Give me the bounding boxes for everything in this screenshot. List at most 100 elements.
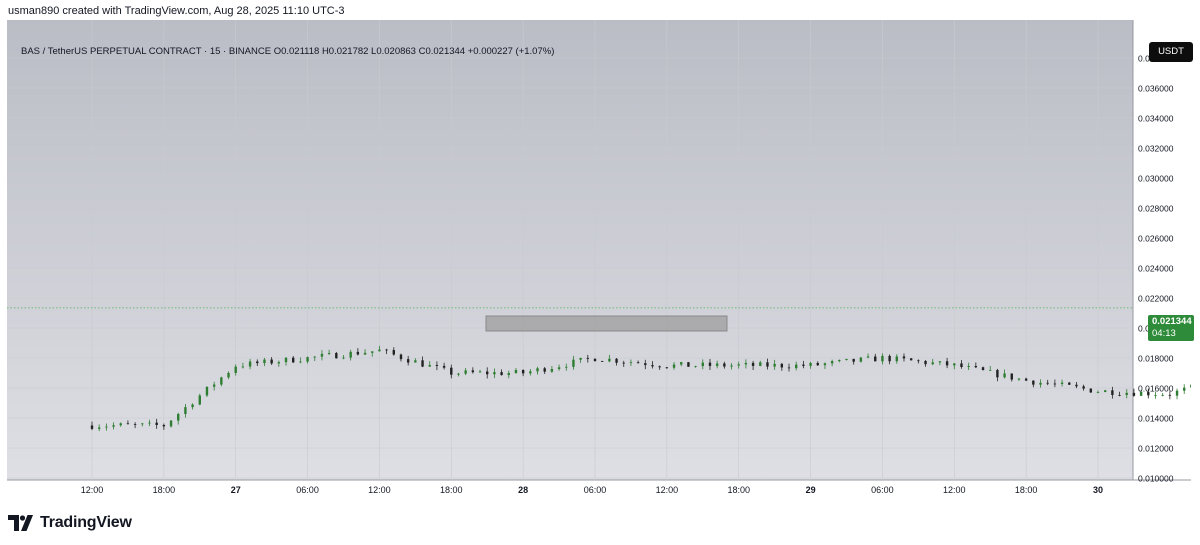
tradingview-logo-icon	[8, 515, 33, 531]
x-tick-label: 06:00	[584, 485, 607, 495]
price-scale[interactable]: 0.0380000.0360000.0340000.0320000.030000…	[1138, 54, 1174, 484]
candle-body	[1190, 384, 1191, 388]
candle-body	[335, 352, 338, 359]
candle-body	[371, 351, 374, 353]
candle-body	[1068, 382, 1071, 385]
candle-body	[162, 424, 166, 427]
y-tick-label: 0.022000	[1138, 294, 1174, 304]
candle-body	[90, 425, 94, 429]
candle-body	[529, 371, 532, 374]
candle-body	[277, 362, 281, 364]
candle-body	[184, 407, 187, 414]
candle-body	[385, 349, 388, 351]
candle-body	[809, 362, 812, 366]
candle-body	[579, 357, 582, 360]
candle-body	[234, 366, 237, 373]
candle-body	[759, 362, 762, 366]
last-price-value: 0.021344	[1152, 316, 1192, 327]
candle-body	[435, 364, 439, 366]
candle-body	[694, 366, 697, 367]
candle-body	[874, 356, 877, 362]
x-tick-label: 06:00	[871, 485, 894, 495]
candle-body	[1154, 395, 1157, 396]
candle-body	[795, 364, 798, 369]
x-tick-label: 12:00	[656, 485, 679, 495]
time-scale[interactable]: 12:00 18:00 27 06:00 12:00 18:00 28 06:00 12:00 1…	[81, 485, 1103, 495]
footer-brand: TradingView	[40, 514, 132, 531]
candle-body	[263, 359, 266, 364]
currency-badge[interactable]: USDT	[1149, 42, 1193, 62]
y-tick-label: 0.028000	[1138, 204, 1174, 214]
candle-body	[349, 351, 352, 358]
candle-body	[766, 362, 769, 367]
candle-body	[615, 358, 618, 363]
x-tick-label: 30	[1093, 485, 1103, 495]
candle-body	[1111, 390, 1114, 395]
candle-body	[521, 369, 525, 374]
candle-body	[292, 357, 295, 363]
candle-body	[744, 362, 748, 365]
candle-body	[1175, 390, 1179, 396]
candle-body	[133, 424, 137, 425]
candle-body	[493, 372, 496, 375]
candle-body	[802, 364, 805, 366]
candle-body	[701, 362, 704, 367]
candle-body	[227, 372, 230, 378]
candle-body	[1024, 378, 1028, 381]
candle-body	[450, 367, 453, 375]
candle-body	[895, 356, 898, 362]
candle-body	[715, 363, 719, 366]
grid-lines	[7, 20, 1133, 480]
y-tick-label: 0.016000	[1138, 384, 1174, 394]
candle-body	[1060, 382, 1064, 384]
x-tick-label: 18:00	[440, 485, 463, 495]
x-tick-label: 06:00	[296, 485, 319, 495]
chart-area[interactable]: 0.0380000.0360000.0340000.0320000.030000…	[7, 20, 1194, 500]
candle-body	[1139, 391, 1143, 396]
candle-body	[378, 349, 381, 352]
candles	[90, 345, 1191, 432]
candle-body	[687, 362, 690, 367]
candle-body	[665, 367, 669, 369]
candle-body	[248, 361, 252, 367]
candle-body	[148, 422, 151, 424]
x-tick-label: 12:00	[368, 485, 391, 495]
candle-body	[644, 363, 647, 366]
candle-body	[636, 362, 640, 364]
candle-body	[845, 358, 848, 360]
candle-body	[708, 362, 712, 366]
candle-body	[478, 371, 482, 373]
candle-body	[177, 413, 180, 421]
support-zone-layer	[485, 315, 728, 332]
x-tick-label: 27	[231, 485, 241, 495]
candle-body	[902, 356, 906, 359]
y-tick-label: 0.032000	[1138, 144, 1174, 154]
candle-body	[672, 364, 676, 368]
candle-body	[730, 365, 733, 367]
candle-body	[414, 360, 417, 363]
candle-body	[112, 425, 115, 427]
bar-countdown: 04:13	[1152, 328, 1176, 339]
x-tick-label: 28	[518, 485, 528, 495]
candle-body	[543, 368, 546, 372]
candle-body	[327, 352, 331, 354]
candle-body	[586, 357, 590, 359]
candle-body	[1132, 392, 1136, 396]
x-tick-label: 29	[806, 485, 816, 495]
candle-body	[931, 362, 934, 365]
x-tick-label: 12:00	[943, 485, 966, 495]
candle-body	[989, 369, 992, 371]
candle-body	[629, 362, 633, 364]
y-tick-label: 0.036000	[1138, 84, 1174, 94]
candle-body	[550, 369, 554, 372]
candle-body	[680, 362, 683, 365]
candle-body	[220, 377, 223, 385]
candle-body	[852, 358, 855, 362]
y-tick-label: 0.010000	[1138, 474, 1174, 484]
drawings	[7, 307, 1133, 309]
candle-body	[651, 365, 654, 367]
candle-body	[557, 367, 561, 370]
candle-body	[514, 369, 518, 374]
price-chart[interactable]: 0.0380000.0360000.0340000.0320000.030000…	[7, 20, 1191, 500]
candle-body	[299, 361, 302, 363]
